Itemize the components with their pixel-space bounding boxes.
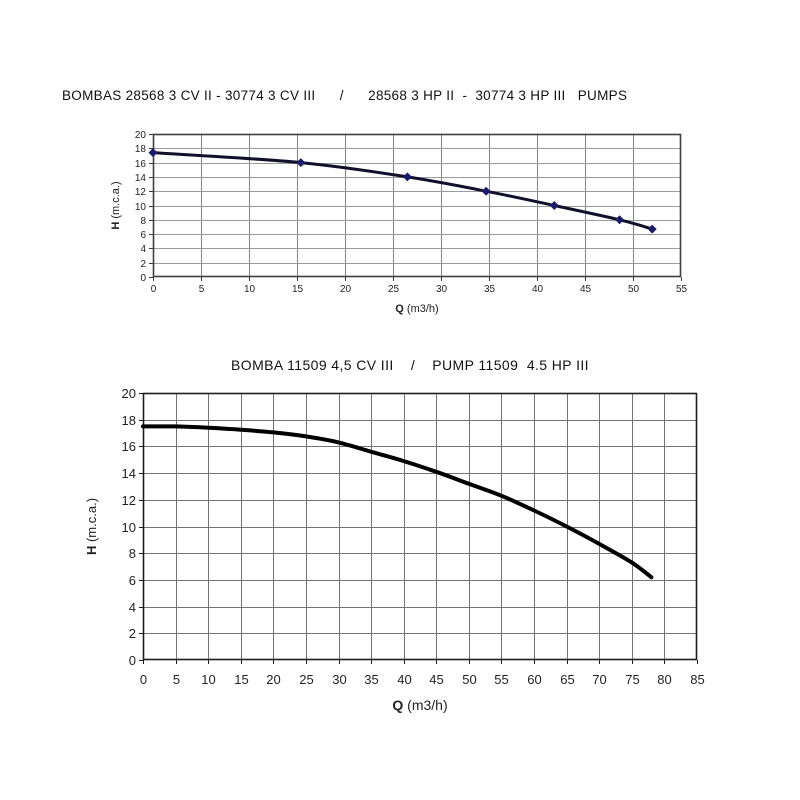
y-tick-label: 8 [140, 216, 146, 227]
x-tick-label: 25 [299, 672, 313, 687]
data-point-marker [148, 148, 158, 158]
x-tick-label: 25 [388, 284, 400, 295]
x-tick-label: 40 [397, 672, 411, 687]
x-tick-label: 65 [560, 672, 574, 687]
x-tick-label: 55 [676, 284, 688, 295]
x-tick-label: 35 [484, 284, 496, 295]
x-tick-label: 75 [625, 672, 639, 687]
data-point-marker [296, 158, 306, 168]
data-point-marker [481, 186, 491, 196]
data-point-marker [647, 224, 657, 234]
x-tick-label: 15 [292, 284, 304, 295]
y-tick-label: 10 [122, 520, 136, 535]
x-tick-label: 5 [173, 672, 180, 687]
y-tick-label: 12 [135, 187, 147, 198]
x-tick-label: 55 [494, 672, 508, 687]
x-tick-label: 80 [657, 672, 671, 687]
y-tick-label: 8 [129, 546, 136, 561]
pump-curve-path [151, 151, 654, 231]
pump-curve-chart-top: 0 5 10 15 20 25 30 35 40 45 50 55 0 2 4 6 8 10 12 14 16 18 20 Q… [110, 130, 688, 315]
y-tick-label: 16 [135, 159, 147, 170]
y-tick-label: 6 [129, 573, 136, 588]
x-tick-label: 85 [690, 672, 704, 687]
x-tick-label: 45 [429, 672, 443, 687]
y-tick-label: 14 [135, 173, 147, 184]
x-tick-label: 20 [340, 284, 352, 295]
x-tick-label: 70 [592, 672, 606, 687]
x-tick-label: 15 [234, 672, 248, 687]
x-axis-label: Q (m3/h) [395, 303, 438, 315]
x-tick-label: 35 [364, 672, 378, 687]
x-tick-label: 20 [266, 672, 280, 687]
y-axis-label: H (m.c.a.) [110, 181, 122, 229]
pump-curve-chart-bottom: 0 5 10 15 20 25 30 35 40 45 50 55 60 65 70 75 80 85 0 2 4 6 8 1… [84, 386, 705, 713]
y-tick-label: 20 [135, 130, 147, 141]
data-point-marker [549, 201, 559, 210]
x-tick-label: 0 [151, 284, 157, 295]
y-tick-label: 10 [135, 202, 147, 213]
y-tick-label: 14 [122, 466, 136, 481]
x-axis-label: Q (m3/h) [392, 697, 447, 713]
y-tick-label: 18 [122, 413, 136, 428]
y-tick-label: 2 [140, 259, 146, 270]
y-tick-label: 0 [129, 653, 136, 668]
x-tick-label: 40 [532, 284, 544, 295]
y-tick-label: 20 [122, 386, 136, 401]
x-tick-label: 10 [244, 284, 256, 295]
x-tick-label: 50 [462, 672, 476, 687]
bottom-chart-title: BOMBA 11509 4,5 CV III / PUMP 11509 4.5 … [231, 357, 589, 373]
y-axis-label: H (m.c.a.) [84, 498, 99, 555]
x-tick-label: 10 [201, 672, 215, 687]
data-point-marker [402, 172, 412, 182]
x-tick-label: 45 [580, 284, 592, 295]
y-tick-label: 0 [140, 273, 146, 284]
y-tick-label: 16 [122, 439, 136, 454]
y-tick-label: 2 [129, 626, 136, 641]
y-tick-label: 4 [129, 600, 136, 615]
x-tick-label: 5 [199, 284, 205, 295]
top-chart-title: BOMBAS 28568 3 CV II - 30774 3 CV III / … [62, 88, 628, 103]
x-tick-label: 60 [527, 672, 541, 687]
x-tick-label: 30 [436, 284, 448, 295]
y-tick-label: 18 [135, 144, 147, 155]
data-point-marker [615, 215, 625, 225]
plot-border [142, 392, 698, 661]
x-tick-label: 50 [628, 284, 640, 295]
x-tick-label: 0 [140, 672, 147, 687]
y-tick-label: 12 [122, 493, 136, 508]
y-tick-label: 6 [140, 230, 146, 241]
y-tick-label: 4 [140, 244, 146, 255]
pump-curve-path [141, 424, 654, 580]
plot-border [152, 133, 682, 278]
x-tick-label: 30 [332, 672, 346, 687]
